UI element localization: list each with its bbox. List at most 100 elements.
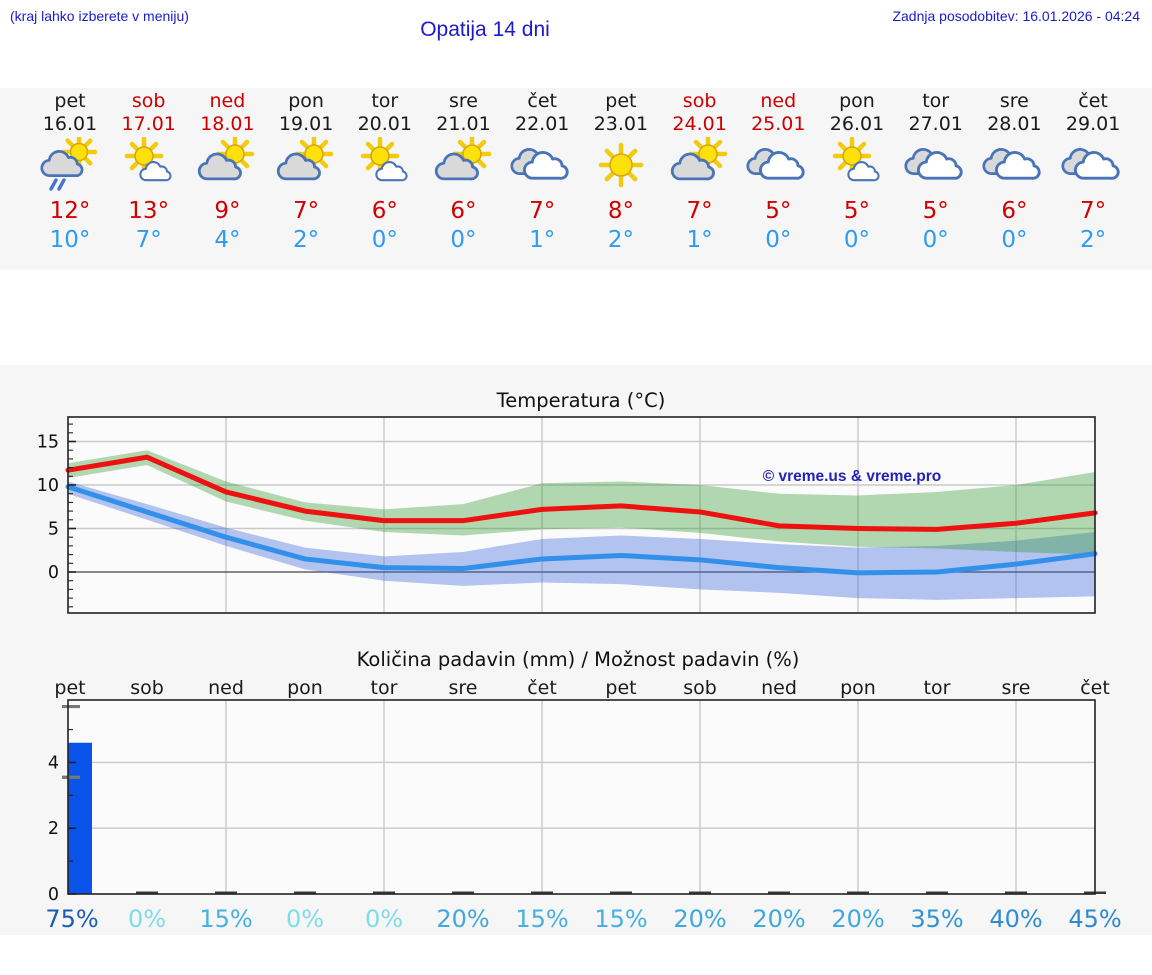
day-name: čet [527,90,557,112]
low-temp: 7° [135,227,162,253]
high-temp: 5° [843,198,871,224]
cloudy-icon [904,137,968,195]
high-temp: 5° [922,198,949,224]
y-axis-label: 5 [48,520,59,540]
zero-precip-mark [136,891,158,894]
low-temp: 2° [293,227,320,253]
low-temp: 2° [607,227,634,253]
day-date: 24.01 [672,113,727,135]
precip-probability: 35% [910,905,963,933]
day-name: sre [449,90,478,112]
day-column: čet 22.01 7° 1° [503,88,582,270]
precip-day-label: pet [54,677,85,699]
day-name: pon [288,90,324,112]
day-date: 23.01 [593,113,649,135]
precip-probability: 0% [286,905,324,933]
day-column: pon 19.01 7° 2° [267,88,346,270]
day-column: ned 18.01 9° 4° [188,88,267,270]
zero-precip-mark [768,891,790,894]
day-date: 22.01 [514,113,570,135]
high-temp: 7° [1080,198,1107,224]
y-axis-label: 15 [37,433,59,453]
precip-probability: 15% [199,905,252,933]
day-column: pon 26.01 5° 0° [818,88,897,270]
precip-probability: 0% [365,905,403,933]
precip-day-label: sob [130,677,164,699]
precip-probability: 75% [45,905,98,933]
max-temp-line [65,454,1098,532]
zero-precip-mark [926,891,948,894]
precip-probability: 20% [752,905,805,933]
high-temp: 7° [686,198,713,224]
zero-precip-mark [1005,891,1027,894]
zero-precip-mark [610,891,632,894]
partly-cloudy-icon [274,134,338,195]
mostly-sunny-icon [825,136,889,195]
precip-day-label: ned [208,677,244,699]
low-temp: 0° [1001,227,1028,253]
day-name: tor [922,90,950,112]
zero-precip-mark [452,891,474,894]
precip-probability: 0% [128,905,166,933]
day-name: ned [760,90,797,112]
temp-chart-title: Temperatura (°C) [496,389,666,412]
day-column: pet 23.01 8° 2° [581,88,660,270]
high-temp: 6° [450,198,477,224]
day-column: tor 20.01 6° 0° [345,88,424,270]
precip-day-label: tor [371,677,398,699]
watermark: © vreme.us & vreme.pro [763,468,942,485]
day-name: pet [54,90,86,112]
high-temp: 8° [607,198,634,224]
day-name: sre [999,90,1029,112]
day-name: sob [682,90,717,112]
high-temp: 5° [765,198,792,224]
day-column: ned 25.01 5° 0° [739,88,818,270]
zero-precip-mark [373,891,395,894]
day-column: sre 28.01 6° 0° [975,88,1054,270]
low-temp: 0° [371,227,398,253]
day-column: tor 27.01 5° 0° [896,88,975,270]
cloudy-icon [510,137,574,195]
cloudy-icon [746,137,810,195]
precip-day-label: tor [924,677,951,699]
precip-bar [68,742,92,894]
low-temp: 1° [529,227,556,253]
high-temp: 6° [371,198,398,224]
precip-chart-title: Količina padavin (mm) / Možnost padavin … [357,648,800,671]
low-temp: 1° [686,227,713,253]
y-axis-label: 0 [48,885,59,905]
cloudy-icon [1061,137,1125,195]
forecast-day-strip: pet 16.01 12° 10° sob 17.01 13° 7° ned 18.01 9° 4° p… [0,88,1152,270]
low-temp: 4° [214,227,241,253]
day-date: 17.01 [121,113,176,135]
zero-precip-mark [689,891,711,894]
sun-cloud-rain-icon [38,133,102,195]
precip-day-label: sre [449,677,478,699]
mostly-sunny-icon [353,136,417,195]
precip-day-label: sre [1002,677,1031,699]
precip-day-label: pon [287,677,323,699]
day-name: tor [371,90,399,112]
mostly-sunny-icon [117,136,181,195]
sunny-icon [589,137,653,195]
zero-precip-mark [531,891,553,894]
day-date: 27.01 [908,113,963,135]
precip-probability: 15% [515,905,568,933]
zero-precip-mark [215,891,237,894]
low-temp: 0° [922,227,949,253]
location-hint: (kraj lahko izberete v meniju) [10,8,189,24]
day-date: 21.01 [436,113,491,135]
precip-probability: 15% [594,905,647,933]
precip-day-label: pon [840,677,876,699]
temp-plot-area [68,417,1095,613]
precip-probability: 20% [436,905,489,933]
precip-plot-area [68,700,1095,894]
day-date: 29.01 [1065,113,1121,135]
min-temp-line [65,484,1098,576]
last-update: Zadnja posodobitev: 16.01.2026 - 04:24 [892,8,1140,24]
precip-probability: 20% [831,905,884,933]
day-name: ned [209,90,246,112]
day-name: pet [605,90,637,112]
y-axis-label: 10 [37,476,59,496]
day-name: sob [131,90,166,112]
